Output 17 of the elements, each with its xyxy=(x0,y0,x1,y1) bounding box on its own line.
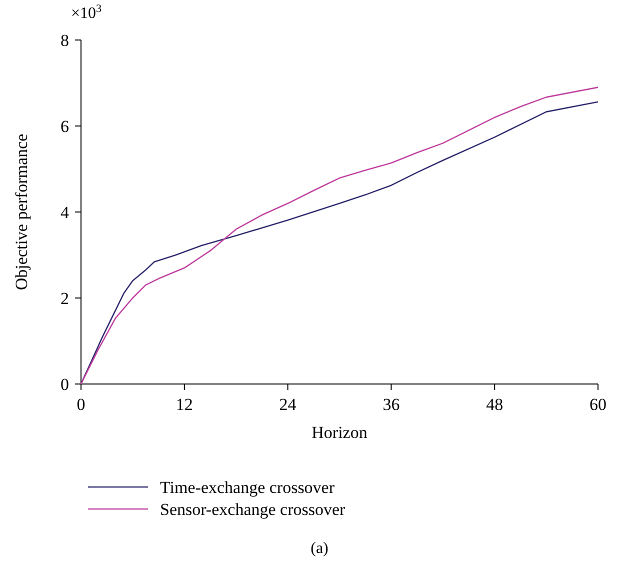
legend-label: Time-exchange crossover xyxy=(160,478,335,497)
x-tick-label: 24 xyxy=(279,395,297,414)
x-tick-label: 48 xyxy=(486,395,504,414)
x-axis-title: Horizon xyxy=(312,423,368,442)
legend-label: Sensor-exchange crossover xyxy=(160,500,346,519)
x-tick-label: 60 xyxy=(590,395,606,414)
y-tick-label: 2 xyxy=(60,288,69,308)
x-tick-label: 12 xyxy=(176,395,193,414)
x-tick-label: 0 xyxy=(76,395,86,414)
text: (a) xyxy=(310,540,328,557)
y-axis-title: Objective performance xyxy=(12,134,31,290)
x-tick-label: 36 xyxy=(382,395,400,414)
y-tick-label: 0 xyxy=(60,374,69,394)
y-tick-label: 8 xyxy=(60,30,69,50)
y-tick-label: 4 xyxy=(60,202,70,222)
y-tick-label: 6 xyxy=(60,116,69,136)
text: ×10$^{3}$ xyxy=(71,3,102,22)
